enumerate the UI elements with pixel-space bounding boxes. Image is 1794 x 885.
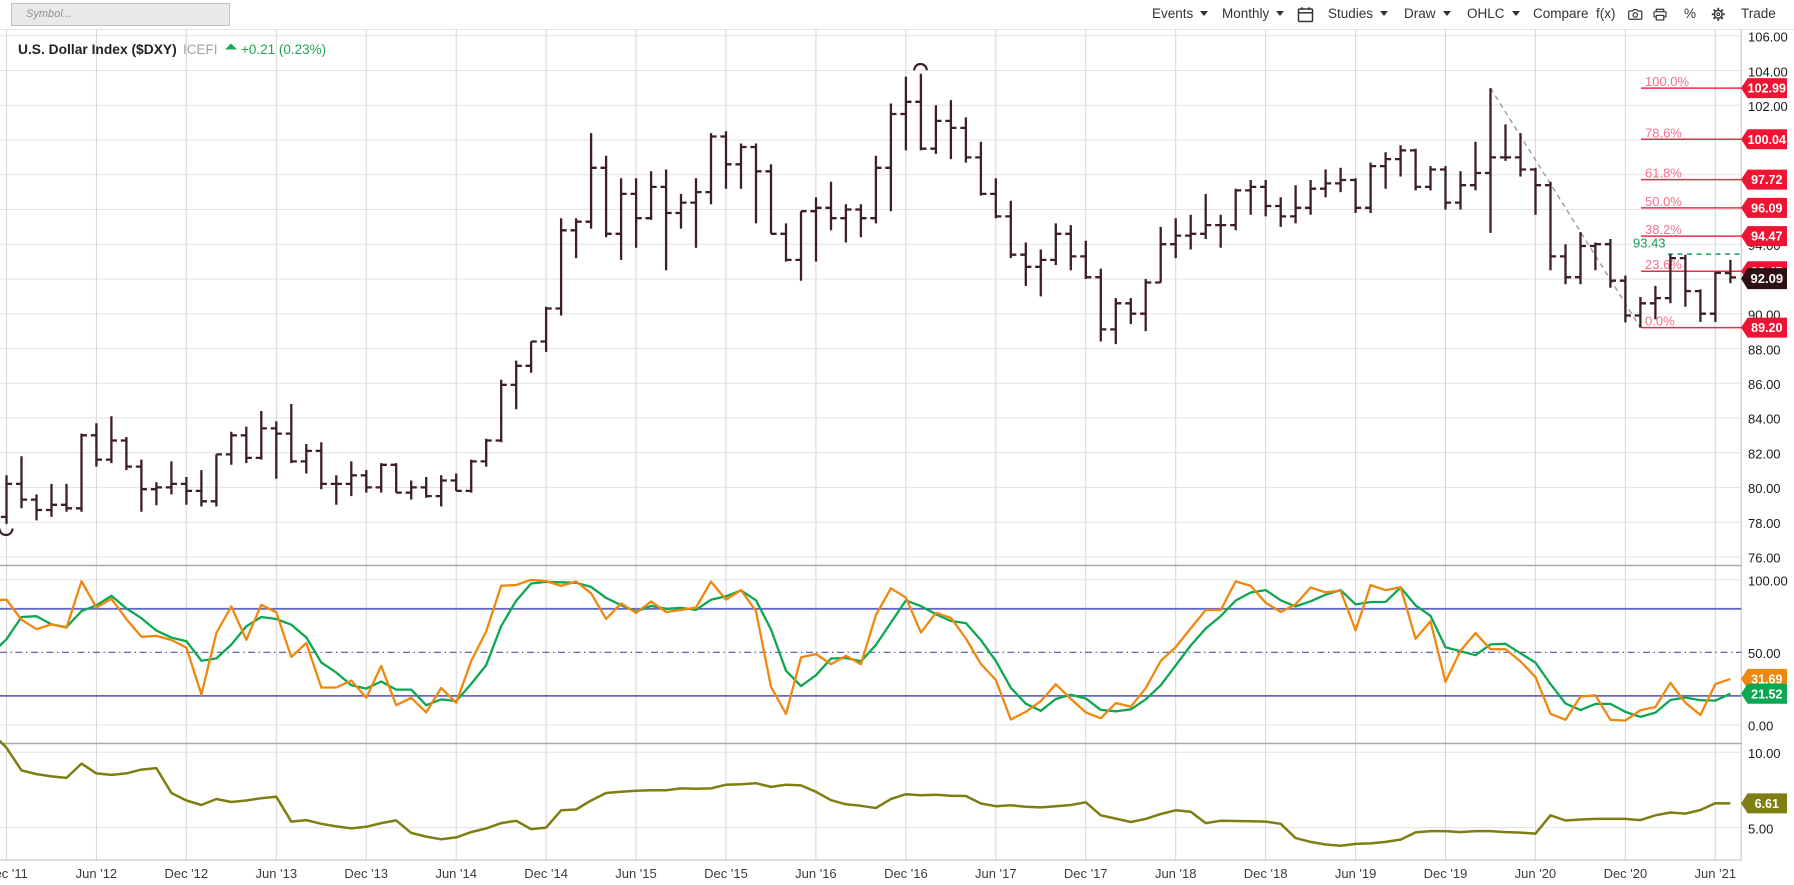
svg-text:Jun '14: Jun '14 — [435, 866, 477, 881]
svg-text:Dec '20: Dec '20 — [1604, 866, 1648, 881]
svg-text:Jun '12: Jun '12 — [76, 866, 118, 881]
svg-text:Jun '20: Jun '20 — [1515, 866, 1557, 881]
svg-text:31.69: 31.69 — [1751, 673, 1782, 687]
svg-text:61.8%: 61.8% — [1645, 166, 1682, 181]
svg-text:100.0%: 100.0% — [1645, 74, 1690, 89]
svg-text:Jun '15: Jun '15 — [615, 866, 657, 881]
svg-text:102.99: 102.99 — [1748, 82, 1786, 96]
svg-text:10.00: 10.00 — [1748, 746, 1781, 761]
svg-text:50.0%: 50.0% — [1645, 194, 1682, 209]
svg-text:102.00: 102.00 — [1748, 99, 1788, 114]
svg-text:96.09: 96.09 — [1751, 202, 1782, 216]
svg-text:Dec '14: Dec '14 — [524, 866, 568, 881]
svg-text:23.6%: 23.6% — [1645, 257, 1682, 272]
svg-text:92.09: 92.09 — [1751, 271, 1784, 286]
svg-text:6.61: 6.61 — [1755, 797, 1779, 811]
svg-text:Dec '18: Dec '18 — [1244, 866, 1288, 881]
svg-text:82.00: 82.00 — [1748, 447, 1781, 462]
svg-text:Dec '13: Dec '13 — [344, 866, 388, 881]
svg-text:93.43: 93.43 — [1633, 236, 1666, 251]
svg-text:Jun '16: Jun '16 — [795, 866, 837, 881]
svg-text:80.00: 80.00 — [1748, 481, 1781, 496]
svg-text:Dec '17: Dec '17 — [1064, 866, 1108, 881]
svg-text:0.0%: 0.0% — [1645, 314, 1675, 329]
svg-text:U.S. Dollar Index ($DXY): U.S. Dollar Index ($DXY) — [18, 42, 177, 57]
svg-text:78.00: 78.00 — [1748, 516, 1781, 531]
svg-text:76.00: 76.00 — [1748, 551, 1781, 566]
svg-text:38.2%: 38.2% — [1645, 222, 1682, 237]
svg-text:100.04: 100.04 — [1748, 133, 1786, 147]
svg-text:Dec '12: Dec '12 — [164, 866, 208, 881]
svg-text:21.52: 21.52 — [1751, 687, 1782, 701]
svg-text:100.00: 100.00 — [1748, 574, 1788, 589]
svg-text:Dec '19: Dec '19 — [1424, 866, 1468, 881]
svg-text:Jun '13: Jun '13 — [256, 866, 298, 881]
svg-text:89.20: 89.20 — [1751, 321, 1782, 335]
svg-text:78.6%: 78.6% — [1645, 125, 1682, 140]
svg-text:+0.21 (0.23%): +0.21 (0.23%) — [241, 42, 326, 57]
svg-text:ICEFI: ICEFI — [183, 42, 218, 57]
svg-text:0.00: 0.00 — [1748, 719, 1773, 734]
svg-text:Jun '19: Jun '19 — [1335, 866, 1377, 881]
svg-text:86.00: 86.00 — [1748, 377, 1781, 392]
svg-text:5.00: 5.00 — [1748, 821, 1773, 836]
svg-text:Jun '18: Jun '18 — [1155, 866, 1197, 881]
svg-text:106.00: 106.00 — [1748, 30, 1788, 45]
svg-text:Jun '17: Jun '17 — [975, 866, 1017, 881]
svg-text:50.00: 50.00 — [1748, 646, 1781, 661]
svg-text:104.00: 104.00 — [1748, 64, 1788, 79]
svg-text:Dec '15: Dec '15 — [704, 866, 748, 881]
svg-text:84.00: 84.00 — [1748, 412, 1781, 427]
svg-text:88.00: 88.00 — [1748, 342, 1781, 357]
svg-text:Jun '21: Jun '21 — [1695, 866, 1737, 881]
svg-text:Dec '11: Dec '11 — [0, 866, 28, 881]
svg-text:97.72: 97.72 — [1751, 173, 1782, 187]
svg-text:94.47: 94.47 — [1751, 230, 1782, 244]
svg-text:Dec '16: Dec '16 — [884, 866, 928, 881]
